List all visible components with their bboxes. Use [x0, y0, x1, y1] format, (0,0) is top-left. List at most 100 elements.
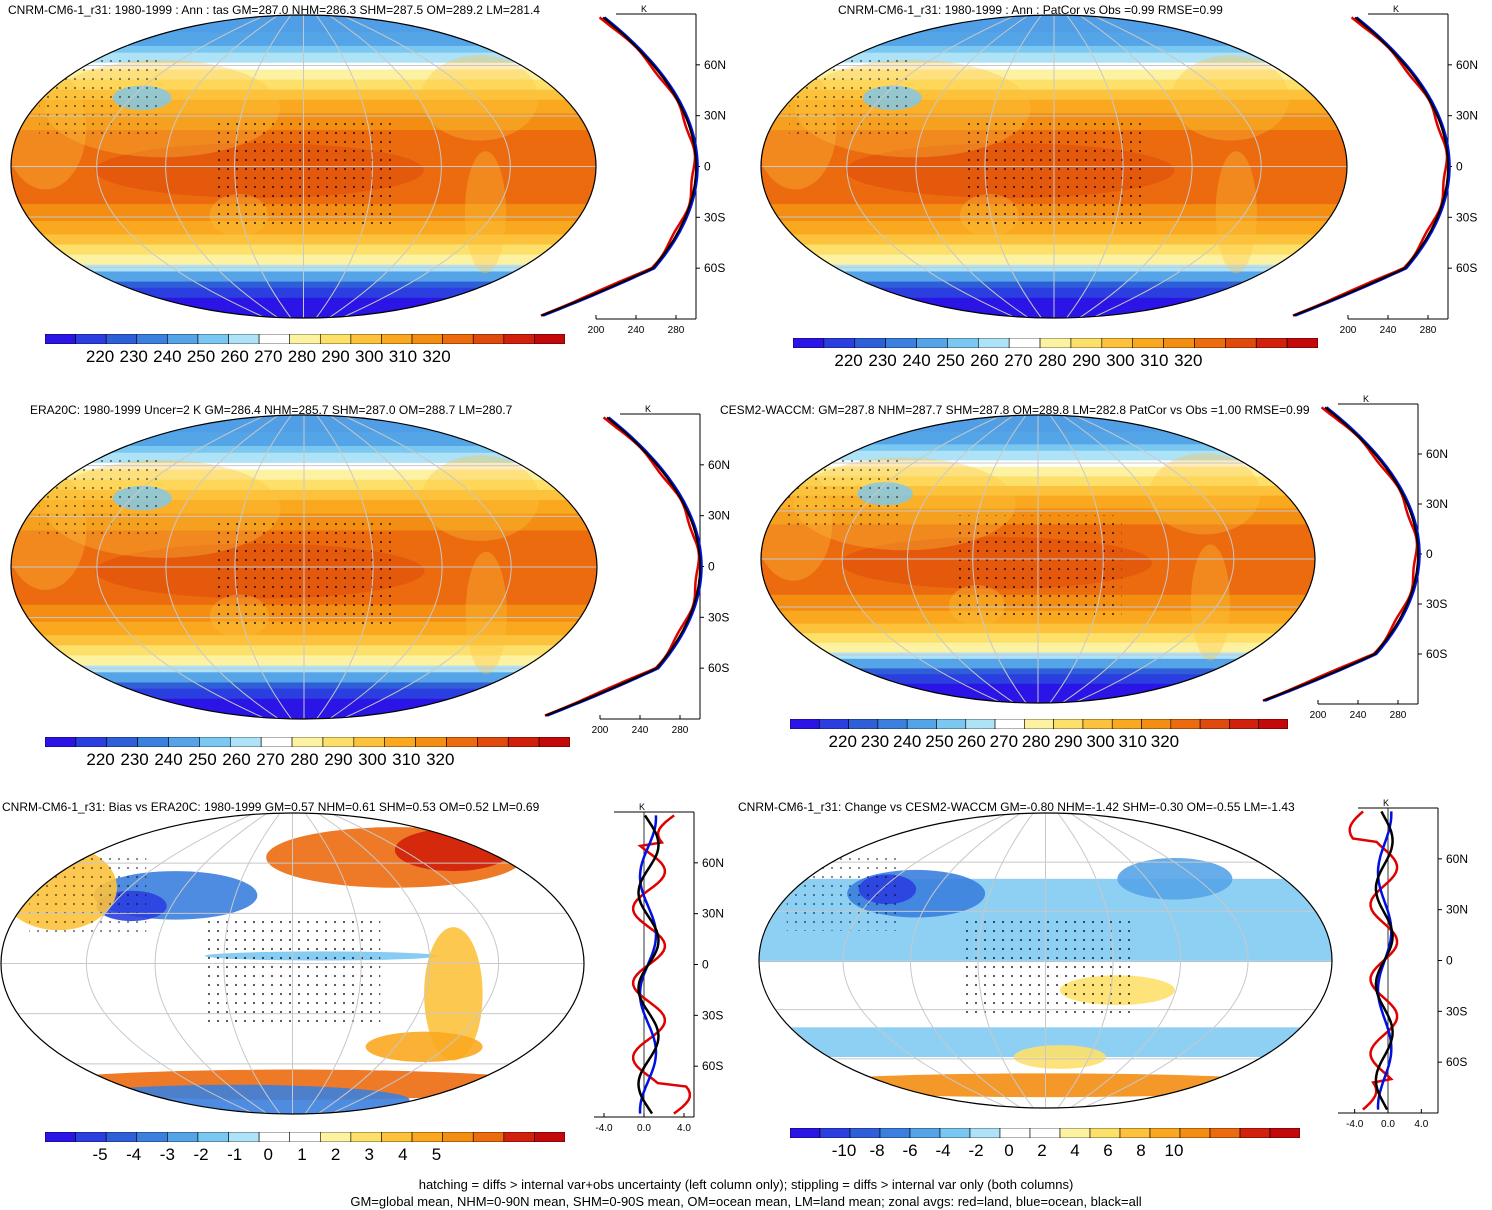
- profile-lat-label: 0: [708, 560, 715, 574]
- world-map: [10, 14, 597, 319]
- colorbar-tick-label: 220: [828, 732, 857, 751]
- colorbar: [793, 338, 1318, 348]
- profile-lat-label: 60S: [1446, 1055, 1467, 1069]
- colorbar-tick-label: 270: [256, 750, 285, 769]
- profile-unit: K: [1393, 4, 1399, 14]
- profile-lat-label: 30N: [708, 509, 730, 523]
- colorbar-tick-label: 260: [970, 351, 999, 370]
- profile-x-label: 200: [1340, 325, 1357, 336]
- world-map: [10, 414, 598, 720]
- colorbar-tick-label: 320: [426, 750, 455, 769]
- all-curve: [1374, 810, 1394, 1111]
- zonal-mean-profile: K 60N 30N 0 30S 60S 200 240 280: [544, 404, 730, 736]
- zonal-mean-profile: K 60N 30N 0 30S 60S 200 240 280: [540, 4, 726, 336]
- colorbar-tick-label: -3: [159, 1145, 175, 1164]
- ocean-curve: [542, 16, 699, 317]
- colorbar-tick-label: -5: [92, 1145, 108, 1164]
- profile-unit: K: [1383, 798, 1389, 808]
- colorbar-tick-label: 270: [1004, 351, 1033, 370]
- colorbar-tick-label: 250: [186, 347, 216, 366]
- ocean-curve: [1294, 16, 1451, 317]
- colorbar-tick-label: 320: [1174, 351, 1203, 370]
- colorbar-tick-label: 250: [188, 750, 217, 769]
- profile-lat-label: 30S: [708, 610, 729, 624]
- colorbar-tick-label: 1: [297, 1145, 307, 1164]
- colorbar-tick-label: 0: [1004, 1141, 1014, 1160]
- profile-lat-label: 60N: [702, 856, 724, 870]
- colorbar-tick-label: 230: [120, 750, 149, 769]
- profile-lat-label: 60S: [702, 1059, 723, 1073]
- colorbar-tick-label: -10: [831, 1141, 857, 1160]
- colorbar-tick-label: 240: [154, 750, 183, 769]
- world-map: [760, 414, 1316, 704]
- ocean-curve: [1264, 406, 1421, 702]
- profile-lat-label: 30S: [702, 1008, 723, 1022]
- colorbar-tick-label: -2: [193, 1145, 209, 1164]
- colorbar-tick-label: 310: [392, 750, 421, 769]
- colorbar-tick-label: 300: [358, 750, 387, 769]
- colorbar-tick-label: 4: [1070, 1141, 1080, 1160]
- panel-title: CNRM-CM6-1_r31: 1980-1999 : Ann : tas GM…: [8, 3, 540, 17]
- profile-x-label: 200: [592, 725, 609, 736]
- colorbar-tick-label: 3: [364, 1145, 374, 1164]
- profile-x-label: 0.0: [1381, 1119, 1395, 1130]
- colorbar-tick-label: 280: [1021, 732, 1051, 751]
- colorbar: [790, 1128, 1300, 1138]
- profile-x-label: 280: [668, 325, 685, 336]
- profile-lat-label: 60N: [1446, 852, 1468, 866]
- colorbar-tick-label: 240: [902, 351, 931, 370]
- profile-x-label: -4.0: [1346, 1119, 1364, 1130]
- colorbar-tick-label: -4: [126, 1145, 142, 1164]
- profile-lat-label: 30N: [1446, 903, 1468, 917]
- profile-lat-label: 60N: [704, 58, 726, 72]
- profile-lat-label: 60S: [708, 661, 729, 675]
- panel-title: CNRM-CM6-1_r31: Change vs CESM2-WACCM GM…: [738, 800, 1295, 814]
- colorbar-tick-label: 240: [153, 347, 182, 366]
- profile-lat-label: 0: [704, 160, 711, 174]
- colorbar-tick-label: 6: [1103, 1141, 1113, 1160]
- colorbar-tick-label: 320: [1150, 732, 1180, 751]
- colorbar-tick-label: 2: [330, 1145, 341, 1164]
- colorbar-tick-label: 260: [220, 347, 249, 366]
- panel-title: CESM2-WACCM: GM=287.8 NHM=287.7 SHM=287.…: [720, 403, 1310, 417]
- zonal-mean-profile: K 60N 30N 0 30S 60S -4.0 0.0 4.0: [1338, 798, 1468, 1130]
- profile-x-label: -4.0: [595, 1123, 613, 1134]
- panel-title: CNRM-CM6-1_r31: 1980-1999 : Ann : PatCor…: [838, 3, 1223, 17]
- colorbar-tick-label: 250: [925, 732, 954, 751]
- colorbar-tick-label: 220: [834, 351, 863, 370]
- colorbar-tick-label: 290: [1054, 732, 1083, 751]
- profile-lat-label: 60S: [1456, 261, 1477, 275]
- profile-lat-label: 30S: [704, 210, 725, 224]
- colorbar-tick-label: 280: [290, 750, 319, 769]
- profile-unit: K: [641, 4, 647, 14]
- colorbar-tick-label: 290: [324, 750, 353, 769]
- world-map: [760, 14, 1348, 319]
- profile-lat-label: 30N: [1426, 497, 1448, 511]
- colorbar-tick-label: 270: [989, 732, 1019, 751]
- profile-x-label: 280: [1390, 710, 1407, 721]
- colorbar-tick-label: 310: [1140, 351, 1169, 370]
- all-curve: [545, 416, 701, 717]
- panel-title: ERA20C: 1980-1999 Uncer=2 K GM=286.4 NHM…: [30, 403, 513, 417]
- profile-lat-label: 60N: [708, 458, 730, 472]
- colorbar: [790, 719, 1288, 729]
- profile-unit: K: [639, 802, 645, 812]
- colorbar-tick-label: 2: [1037, 1141, 1047, 1160]
- profile-lat-label: 60N: [1456, 58, 1478, 72]
- colorbar-tick-label: -2: [968, 1141, 984, 1160]
- all-curve: [1293, 16, 1449, 317]
- profile-x-label: 200: [588, 325, 605, 336]
- colorbar-tick-label: 310: [1118, 732, 1147, 751]
- colorbar: [45, 737, 570, 747]
- panel-title: CNRM-CM6-1_r31: Bias vs ERA20C: 1980-199…: [2, 800, 540, 814]
- colorbar-tick-label: -8: [869, 1141, 885, 1160]
- colorbar-tick-label: 0: [263, 1145, 274, 1164]
- profile-lat-label: 60S: [704, 261, 725, 275]
- colorbar-tick-label: 5: [431, 1145, 442, 1164]
- colorbar-tick-label: 290: [1072, 351, 1101, 370]
- profile-x-label: 280: [672, 725, 689, 736]
- zonal-mean-profile: K 60N 30N 0 30S 60S -4.0 0.0 4.0: [594, 802, 724, 1134]
- colorbar-tick-label: 260: [222, 750, 251, 769]
- profile-lat-label: 30N: [704, 109, 726, 123]
- profile-x-label: 4.0: [1414, 1119, 1428, 1130]
